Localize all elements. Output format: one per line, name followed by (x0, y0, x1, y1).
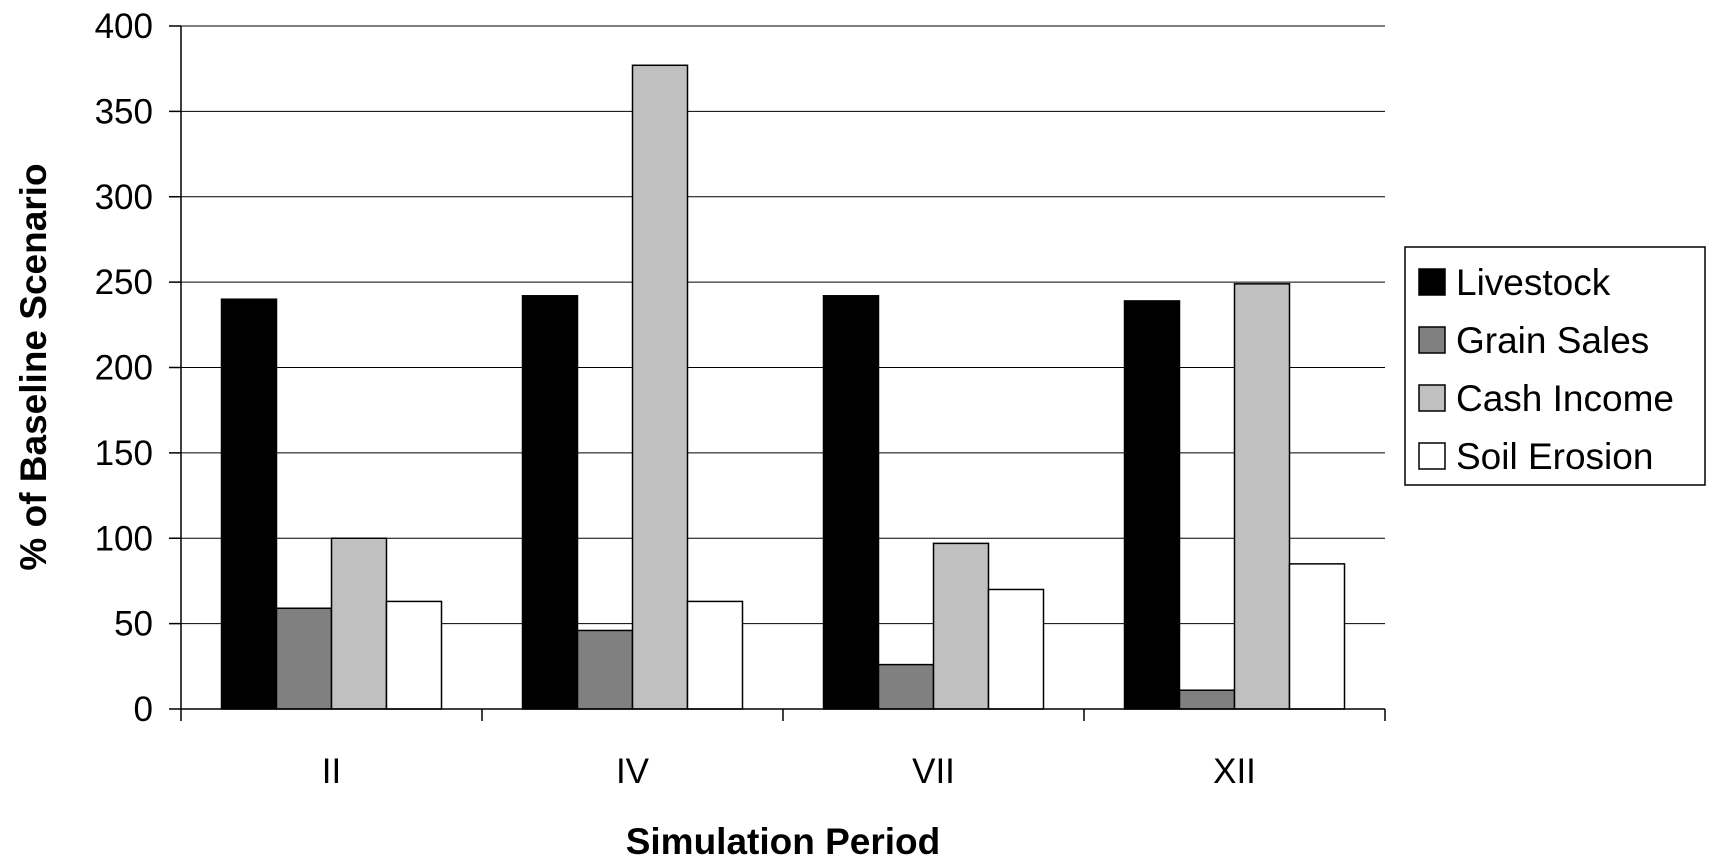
legend-label-livestock: Livestock (1456, 262, 1611, 303)
gridlines (181, 25, 1385, 625)
bar-soil-erosion-vii (987, 588, 1045, 710)
x-tick-label: VII (912, 752, 955, 791)
x-tick-labels: II IV VII XII (322, 752, 1256, 791)
bar-cash-income-ii (330, 537, 388, 710)
y-tick-label: 250 (95, 263, 153, 302)
bar-soil-erosion-xii (1288, 563, 1346, 710)
bar-grain-sales-xii (1178, 689, 1236, 710)
bar-grain-sales-ii (275, 607, 333, 710)
x-axis-title: Simulation Period (626, 821, 941, 862)
legend-label-grain-sales: Grain Sales (1456, 320, 1649, 361)
legend-swatch-livestock (1418, 268, 1446, 296)
y-tick-label: 300 (95, 178, 153, 217)
bars (220, 64, 1346, 710)
y-tick-label: 150 (95, 434, 153, 473)
y-tick-label: 350 (95, 92, 153, 131)
bar-grain-sales-iv (576, 629, 634, 710)
legend-swatch-grain-sales (1418, 326, 1446, 354)
legend: Livestock Grain Sales Cash Income Soil Eros… (1404, 246, 1706, 486)
y-tick-label: 100 (95, 519, 153, 558)
bar-cash-income-xii (1233, 283, 1291, 710)
y-tick-label: 200 (95, 349, 153, 388)
bar-livestock-xii (1123, 300, 1181, 710)
y-tick-label: 400 (95, 7, 153, 46)
legend-label-soil-erosion: Soil Erosion (1456, 436, 1653, 477)
x-tick-label: II (322, 752, 341, 791)
y-axis-title: % of Baseline Scenario (13, 163, 54, 570)
y-tick-label: 50 (114, 605, 153, 644)
axes (169, 25, 1386, 721)
bar-soil-erosion-iv (686, 600, 744, 710)
bar-livestock-ii (220, 298, 278, 710)
x-tick-label: IV (616, 752, 650, 791)
legend-swatch-cash-income (1418, 384, 1446, 412)
x-tick-label: XII (1213, 752, 1256, 791)
legend-label-cash-income: Cash Income (1456, 378, 1674, 419)
legend-swatch-soil-erosion (1418, 442, 1446, 470)
bar-livestock-iv (521, 295, 579, 710)
bar-grain-sales-vii (877, 663, 935, 710)
bar-livestock-vii (822, 295, 880, 710)
bar-cash-income-vii (932, 542, 990, 710)
bar-soil-erosion-ii (385, 600, 443, 710)
legend-frame (1404, 246, 1706, 486)
y-tick-labels: 0 50 100 150 200 250 300 350 400 (95, 7, 153, 729)
bar-cash-income-iv (631, 64, 689, 710)
y-tick-label: 0 (134, 690, 153, 729)
